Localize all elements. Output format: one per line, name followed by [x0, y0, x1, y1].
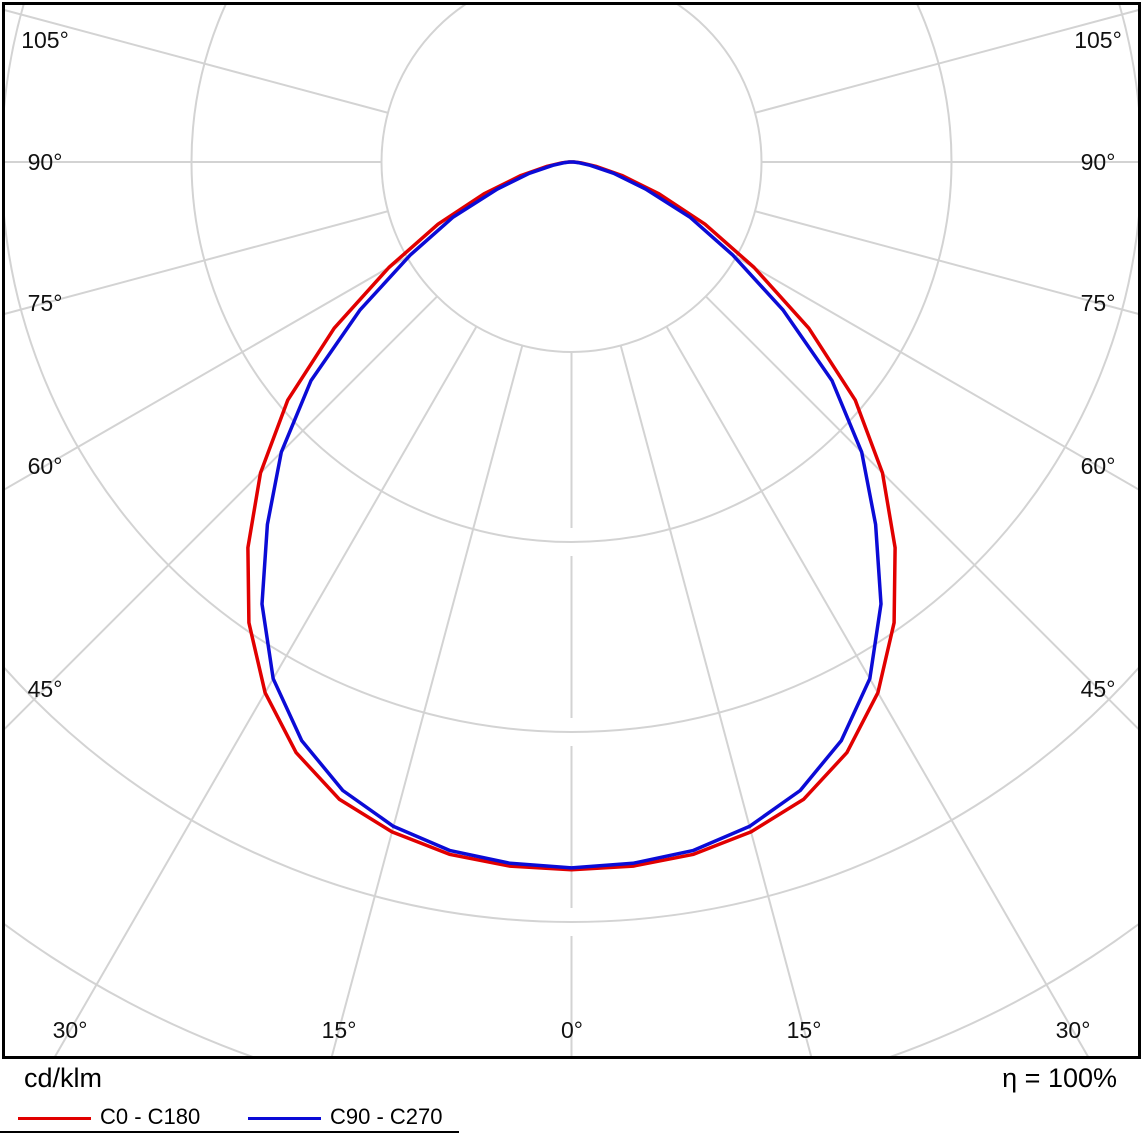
angle-tick-label: 0°: [561, 1017, 583, 1043]
angle-tick-label: 75°: [28, 290, 63, 316]
angle-tick-label: 105°: [1074, 27, 1122, 53]
angle-tick-label: 60°: [1081, 453, 1116, 479]
series-curve-c90-c270: [260, 160, 883, 870]
polar-grid-circle: [5, 666, 1138, 923]
angle-tick-label: 90°: [1081, 149, 1116, 175]
angle-tick-label: 60°: [28, 453, 63, 479]
angle-tick-label: 75°: [1081, 290, 1116, 316]
polar-grid-circle: [380, 5, 763, 353]
legend-swatch-c90-c270: [248, 1117, 321, 1120]
series-curve-c0-c180: [246, 160, 897, 872]
polar-grid-radial-line: [330, 345, 524, 1056]
efficiency-label: η = 100%: [1002, 1063, 1117, 1093]
angle-tick-label: 30°: [53, 1017, 88, 1043]
angle-tick-label: 45°: [1081, 676, 1116, 702]
legend: C0 - C180 C90 - C270: [0, 1102, 1143, 1132]
angle-tick-label: 15°: [787, 1017, 822, 1043]
polar-grid-radial-line: [5, 210, 389, 315]
polar-grid-radial-line: [5, 9, 389, 114]
legend-label-c90-c270: C90 - C270: [330, 1104, 443, 1129]
polar-photometric-chart: 0° 15° 15° 30° 30° 45° 45° 60° 60° 75° 75° 90° 90° 10…: [2, 2, 1141, 1059]
legend-divider-line: [0, 1131, 459, 1133]
polar-grid-radial-line: [619, 345, 813, 1056]
polar-grid-radial-line: [705, 295, 1138, 730]
polar-grid-radial-line: [754, 210, 1138, 315]
angle-tick-label: 105°: [21, 27, 69, 53]
polar-grid-radial-line: [735, 256, 1138, 491]
plot-border: [2, 2, 1141, 1059]
angle-tick-label: 15°: [322, 1017, 357, 1043]
legend-swatch-c0-c180: [18, 1117, 91, 1120]
polar-grid-radial-line: [54, 326, 478, 1056]
polar-grid-radial-line: [754, 9, 1138, 114]
polar-grid-radial-line: [5, 295, 438, 730]
legend-label-c0-c180: C0 - C180: [100, 1104, 201, 1129]
polar-grid-radial-line: [665, 326, 1089, 1056]
units-label: cd/klm: [24, 1063, 103, 1093]
angle-tick-label: 90°: [28, 149, 63, 175]
polar-grid: [5, 5, 1138, 1056]
angle-tick-label: 45°: [28, 676, 63, 702]
polar-grid-radial-line: [5, 256, 408, 491]
series-curves: [246, 160, 897, 872]
polar-grid-circle: [5, 5, 1138, 733]
angle-tick-label: 30°: [1056, 1017, 1091, 1043]
